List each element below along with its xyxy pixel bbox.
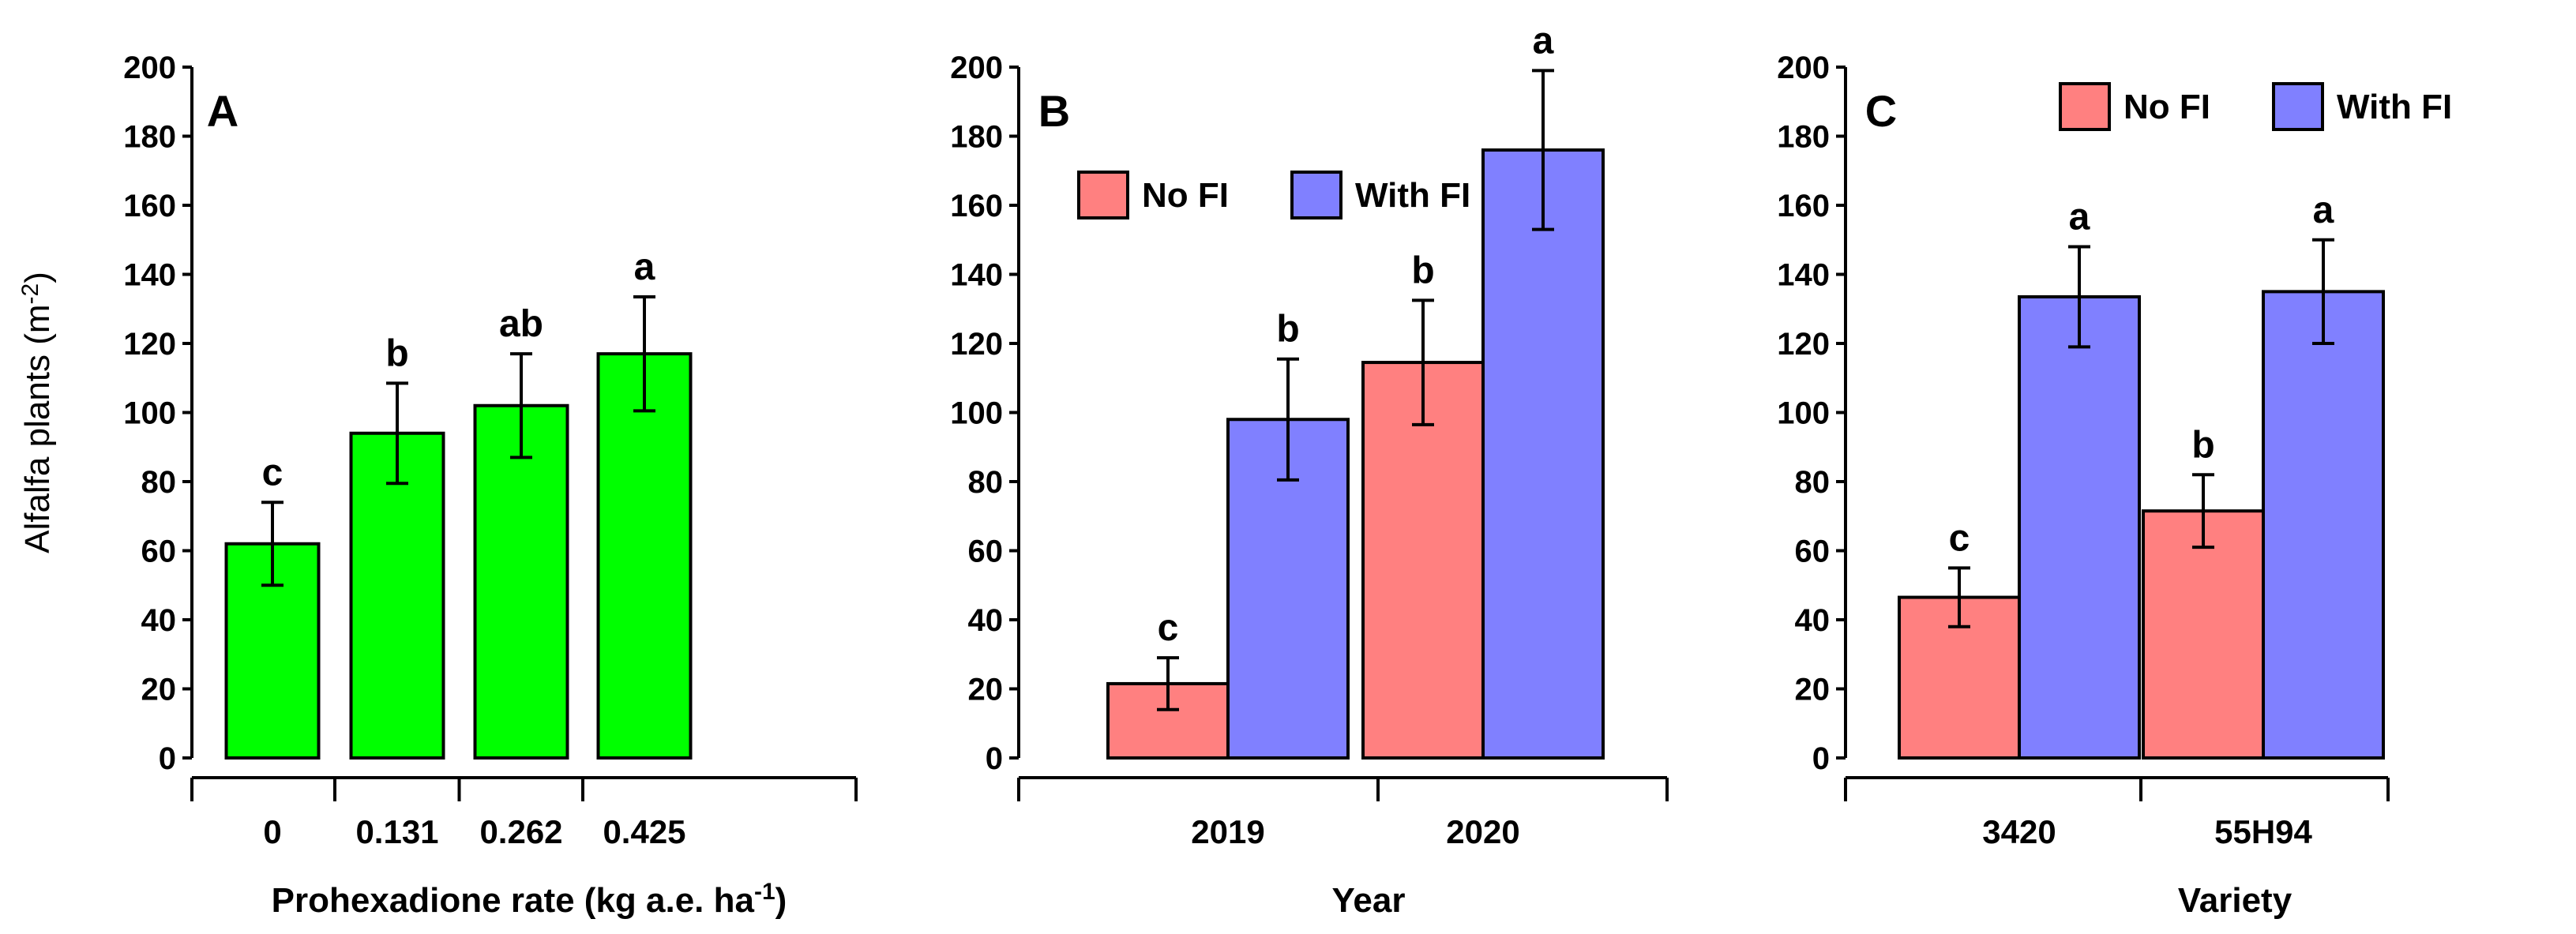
y-tick-label: 100: [1777, 396, 1830, 431]
y-tick-label: 60: [1795, 535, 1831, 569]
y-tick-label: 200: [950, 51, 1003, 85]
y-tick-label: 60: [141, 535, 177, 569]
y-axis-title: Alfalfa plants (m-2): [17, 272, 57, 553]
legend-label: With FI: [1355, 176, 1470, 215]
significance-letter: b: [1411, 249, 1434, 291]
x-axis-title-superscript: -1: [754, 879, 775, 905]
y-tick-label: 100: [123, 396, 176, 431]
y-tick-label: 0: [1812, 741, 1830, 776]
significance-letter: ab: [499, 303, 543, 345]
x-tick-label: 0: [263, 813, 281, 850]
x-tick-label: 0.262: [479, 813, 562, 850]
y-tick-label: 180: [950, 120, 1003, 155]
y-tick-label: 200: [1777, 51, 1830, 85]
y-tick-label: 120: [950, 327, 1003, 362]
significance-letter: c: [1158, 607, 1179, 649]
x-tick-label: 2020: [1446, 813, 1519, 850]
legend-swatch: [1077, 171, 1129, 219]
bar: [349, 431, 445, 760]
y-axis-title-text: Alfalfa plants (m: [18, 304, 57, 553]
bar: [2262, 290, 2385, 760]
y-tick-label: 40: [968, 603, 1004, 638]
y-tick-label: 120: [123, 327, 176, 362]
chart-panel-c: 0 20 40 60 80 100 120 140 160 180 200 c a 3420 b a 55H94…: [1777, 51, 2452, 920]
y-axis-title-end: ): [18, 272, 57, 283]
y-tick-label: 160: [1777, 189, 1830, 223]
x-axis-title: Variety: [2178, 881, 2292, 920]
y-tick-label: 40: [141, 603, 177, 638]
y-tick-label: 140: [950, 258, 1003, 293]
y-tick-label: 0: [986, 741, 1003, 776]
chart-panel-a: 0 20 40 60 80 100 120 140 160 180 200 c 0 b 0.131 ab 0.2…: [17, 51, 858, 920]
y-tick-label: 200: [123, 51, 176, 85]
bar: [1481, 148, 1605, 760]
y-tick-label: 40: [1795, 603, 1831, 638]
y-tick-label: 80: [968, 465, 1004, 500]
panel-letter: B: [1038, 86, 1070, 136]
y-tick-label: 160: [950, 189, 1003, 223]
bar: [596, 352, 693, 760]
panel-letter: C: [1865, 86, 1897, 136]
y-tick-label: 20: [1795, 673, 1831, 707]
significance-letter: b: [1276, 309, 1299, 351]
x-tick-label: 3420: [1982, 813, 2056, 850]
y-tick-label: 140: [123, 258, 176, 293]
y-tick-label: 20: [141, 673, 177, 707]
legend-label: With FI: [2337, 88, 2452, 126]
significance-letter: a: [2069, 197, 2090, 238]
chart-panel-b: 0 20 40 60 80 100 120 140 160 180 200 c b 2019 b a 2020 B…: [950, 20, 1669, 920]
legend-swatch: [2059, 82, 2111, 131]
legend-swatch: [1290, 171, 1342, 219]
y-tick-label: 100: [950, 396, 1003, 431]
significance-letter: b: [2191, 424, 2214, 466]
x-axis-title-end: ): [775, 881, 787, 920]
x-axis-title-text: Year: [1332, 881, 1406, 920]
x-axis-title: Year: [1332, 881, 1406, 920]
y-tick-label: 80: [1795, 465, 1831, 500]
x-tick-label: 2019: [1191, 813, 1264, 850]
y-tick-label: 180: [123, 120, 176, 155]
legend-swatch: [2272, 82, 2324, 131]
y-tick-label: 120: [1777, 327, 1830, 362]
y-axis-title-superscript: -2: [17, 283, 43, 305]
legend-label: No FI: [1142, 176, 1229, 215]
y-tick-label: 20: [968, 673, 1004, 707]
x-axis-title-text: Variety: [2178, 881, 2292, 920]
y-tick-label: 140: [1777, 258, 1830, 293]
significance-letter: b: [385, 332, 408, 374]
significance-letter: a: [634, 246, 655, 288]
bar: [2018, 294, 2141, 760]
x-axis-title-text: Prohexadione rate (kg a.e. ha: [272, 881, 755, 920]
significance-letter: a: [1533, 20, 1554, 62]
bar: [1361, 361, 1485, 760]
legend: No FI With FI: [2059, 82, 2452, 131]
x-tick-label: 0.131: [355, 813, 438, 850]
x-axis-title: Prohexadione rate (kg a.e. ha-1): [272, 879, 787, 920]
significance-letter: c: [1949, 517, 1970, 559]
y-tick-label: 160: [123, 189, 176, 223]
x-tick-label: 55H94: [2214, 813, 2312, 850]
significance-letter: a: [2313, 189, 2334, 231]
legend: No FI With FI: [1077, 171, 1470, 219]
panel-letter: A: [207, 86, 238, 136]
y-tick-label: 0: [159, 741, 176, 776]
significance-letter: c: [262, 452, 284, 493]
y-tick-label: 180: [1777, 120, 1830, 155]
bar: [2142, 509, 2265, 760]
x-tick-label: 0.425: [603, 813, 685, 850]
y-tick-label: 80: [141, 465, 177, 500]
legend-label: No FI: [2124, 88, 2210, 126]
y-tick-label: 60: [968, 535, 1004, 569]
